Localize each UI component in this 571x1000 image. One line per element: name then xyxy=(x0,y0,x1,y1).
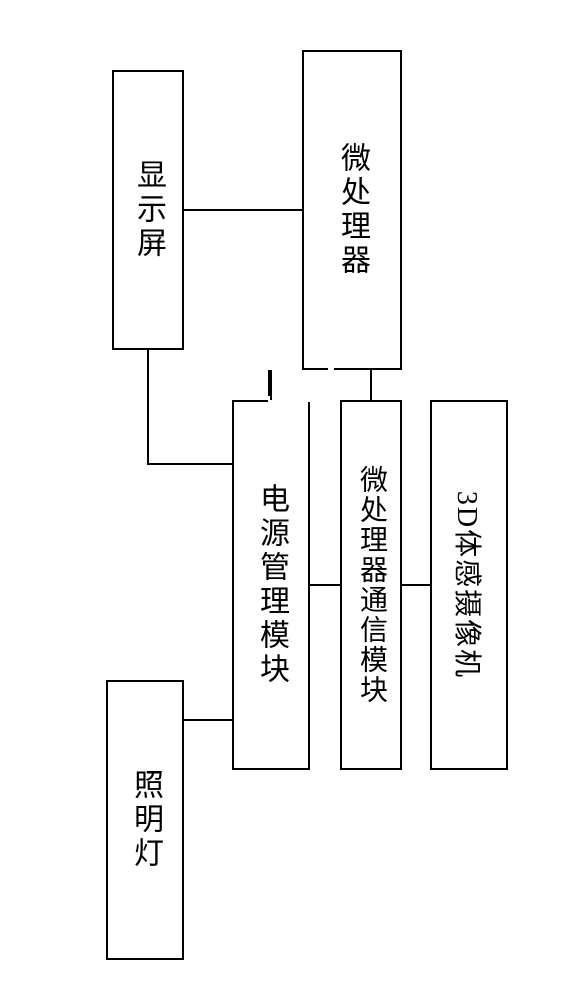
edge xyxy=(184,719,232,721)
node-label: 显示屏 xyxy=(126,159,170,261)
edge xyxy=(370,370,372,400)
node-label: 微处理器通信模块 xyxy=(351,465,391,705)
diagram-canvas: 显示屏 微处理器 照明灯 电源管理模块 微处理器通信模块 3D体感摄像机 xyxy=(0,0,571,1000)
node-camera: 3D体感摄像机 xyxy=(430,400,508,770)
node-microprocessor: 微处理器 xyxy=(302,50,402,370)
edge xyxy=(310,584,340,586)
edge xyxy=(147,350,149,465)
edge xyxy=(270,370,272,400)
node-label: 微处理器 xyxy=(330,142,374,278)
edge xyxy=(184,209,302,211)
node-light: 照明灯 xyxy=(106,680,184,960)
node-label: 照明灯 xyxy=(123,769,167,871)
node-label: 3D体感摄像机 xyxy=(449,491,489,679)
node-display-screen: 显示屏 xyxy=(112,70,184,350)
edge xyxy=(402,584,430,586)
node-label: 电源管理模块 xyxy=(249,483,293,687)
node-micro-comm: 微处理器通信模块 xyxy=(340,400,402,770)
node-power-mgmt: 电源管理模块 xyxy=(232,400,310,770)
edge xyxy=(147,463,232,465)
